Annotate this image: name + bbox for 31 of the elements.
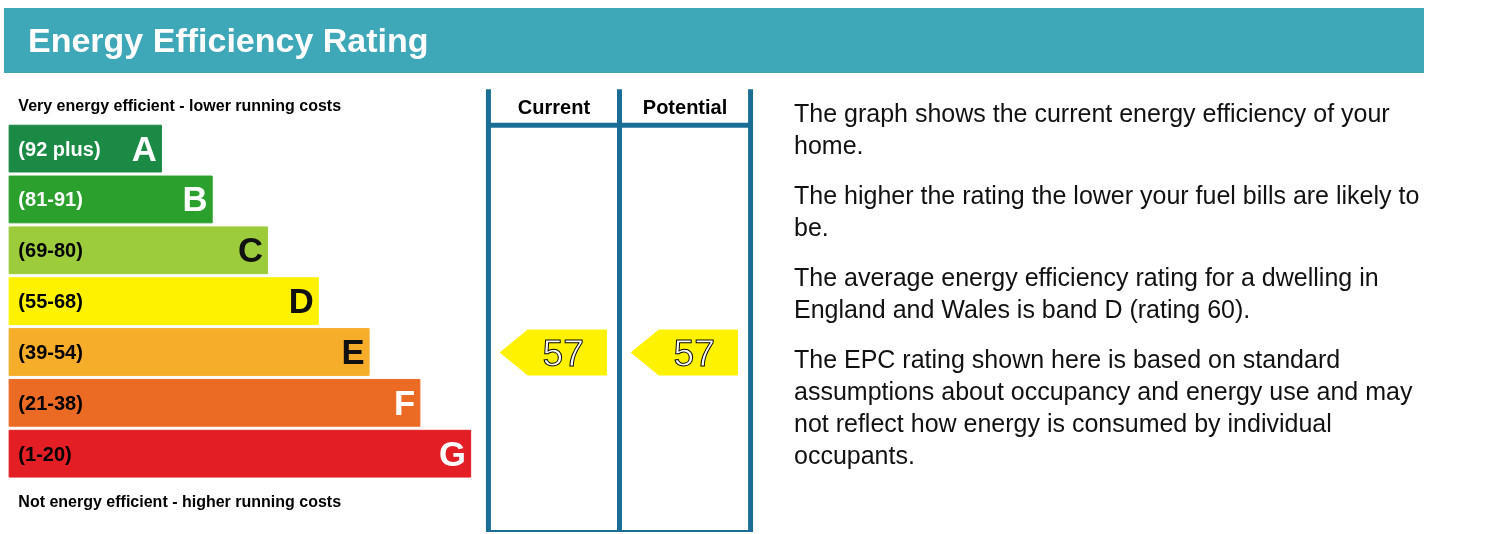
annotation: A (131, 129, 157, 168)
annotation: C (237, 231, 263, 270)
chart-title: Energy Efficiency Rating (4, 8, 1424, 73)
text: The higher the rating the lower your fuel bills are likely to be. (794, 180, 1421, 243)
text: The average energy efficiency rating for a dwelling in England and Wales is band D (rating 60). (794, 262, 1380, 325)
text: Not energy efficient - higher running costs (18, 493, 342, 511)
bar (8, 277, 319, 326)
text: Very energy efficient - lower running costs (18, 96, 342, 114)
annotation: F (394, 383, 416, 422)
bar (8, 429, 472, 478)
bar (8, 378, 421, 427)
y-tick-label: (92 plus) (18, 137, 101, 160)
annotation: D (288, 282, 314, 321)
y-tick-label: (69-80) (18, 239, 83, 262)
y-tick-label: (1-20) (18, 442, 72, 465)
bar (8, 226, 269, 275)
bar (8, 328, 370, 376)
category-label: Potential (642, 96, 728, 119)
y-tick-label: (39-54) (18, 340, 83, 363)
category-label: Current (517, 96, 591, 119)
y-tick-label: (21-38) (18, 391, 83, 414)
data-label: 57 (542, 331, 584, 374)
y-tick-label: (55-68) (18, 290, 83, 313)
text: The EPC rating shown here is based on standard assumptions about occupancy and energy use and may not reflect how energy is consumed by individual occupants. (794, 344, 1414, 471)
text: The graph shows the current energy efficiency of your home. (794, 98, 1391, 161)
y-tick-label: (81-91) (18, 188, 83, 211)
annotation: E (341, 332, 365, 371)
data-label: 57 (673, 331, 715, 374)
annotation: B (182, 180, 208, 219)
bar (8, 175, 213, 224)
annotation: G (439, 434, 467, 473)
